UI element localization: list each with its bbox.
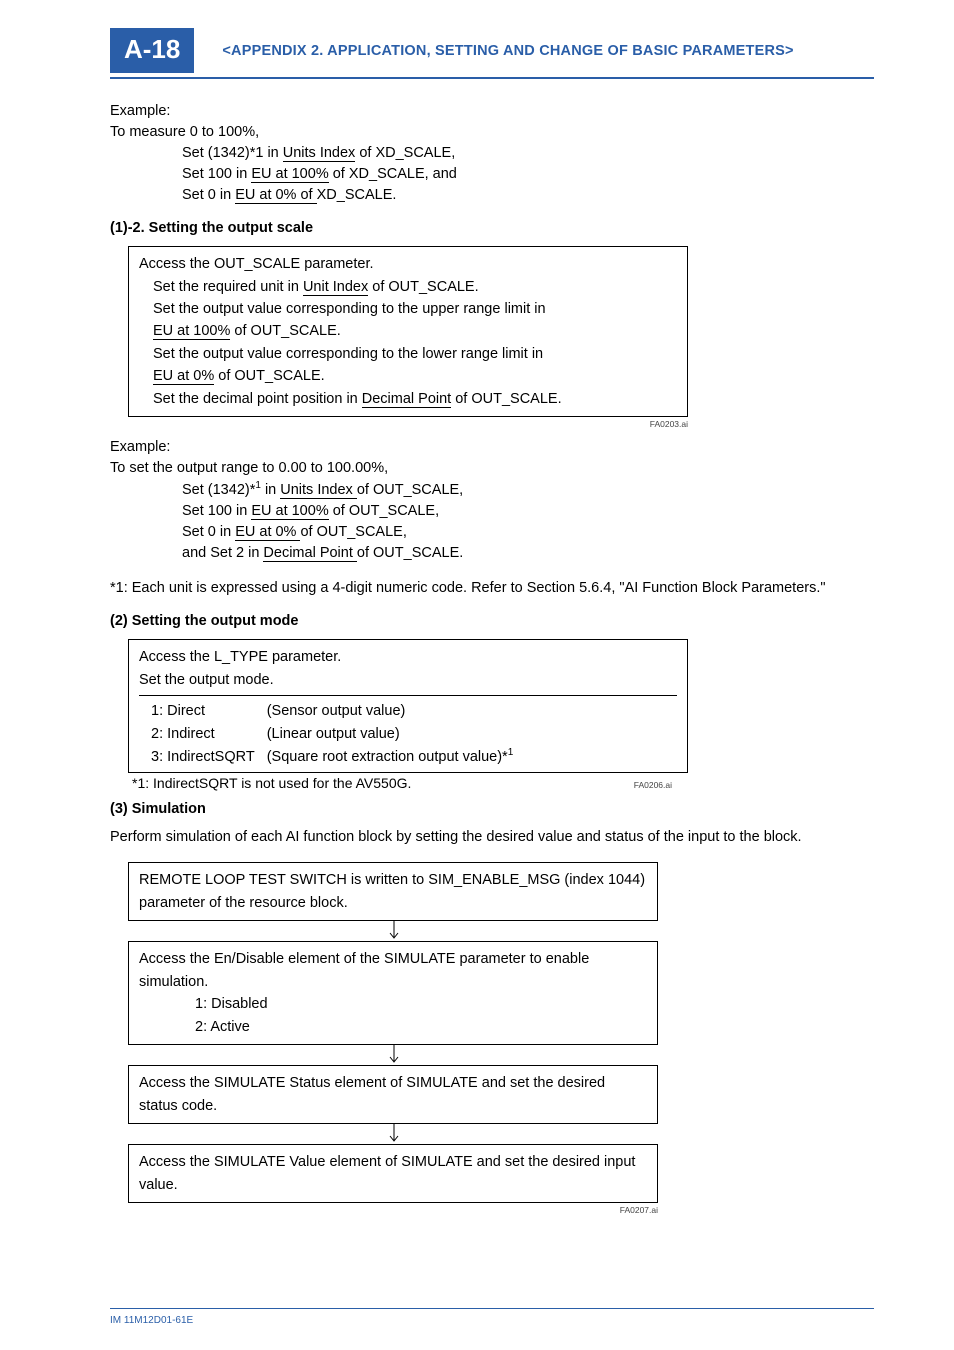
underlined-text: EU at 100%: [251, 503, 328, 520]
output-mode-box: Access the L_TYPE parameter. Set the out…: [128, 639, 688, 773]
flow-arrow: [128, 1047, 658, 1065]
figure-code: FA0206.ai: [634, 780, 672, 790]
mode-key: 1: Direct: [151, 700, 267, 722]
text-fragment: of OUT_SCALE,: [357, 482, 463, 498]
example-line: Set 100 in EU at 100% of XD_SCALE, and: [182, 164, 874, 185]
example-line: Set 0 in EU at 0% of OUT_SCALE,: [182, 522, 874, 543]
text-fragment: Set the decimal point position in: [153, 391, 362, 407]
box-line: Set the output value corresponding to th…: [153, 298, 677, 320]
box-line: 2: Active: [195, 1016, 647, 1038]
box-line: EU at 0% of OUT_SCALE.: [153, 365, 677, 387]
text-fragment: of OUT_SCALE.: [214, 368, 324, 384]
page-number-badge: A-18: [110, 28, 194, 73]
section-title-1-2: (1)-2. Setting the output scale: [110, 220, 874, 236]
table-row: 2: Indirect (Linear output value): [151, 723, 513, 745]
box-line: Access the En/Disable element of the SIM…: [139, 948, 647, 993]
example-line: Set (1342)*1 in Units Index of XD_SCALE,: [182, 143, 874, 164]
underlined-text: Unit Index: [303, 279, 368, 296]
text-fragment: Set 0 in: [182, 187, 235, 203]
example-line: Set (1342)*1 in Units Index of OUT_SCALE…: [182, 479, 874, 501]
underlined-text: Units Index: [283, 145, 356, 162]
superscript: 1: [508, 747, 514, 758]
box-line: Set the output mode.: [139, 669, 677, 696]
text-fragment: of OUT_SCALE.: [357, 545, 463, 561]
example-line: Set 0 in EU at 0% of XD_SCALE.: [182, 185, 874, 206]
header-title: <APPENDIX 2. APPLICATION, SETTING AND CH…: [222, 43, 793, 59]
sim-box-3: Access the SIMULATE Status element of SI…: [128, 1065, 658, 1124]
table-row: 3: IndirectSQRT (Square root extraction …: [151, 745, 513, 768]
box-line: Set the output value corresponding to th…: [153, 343, 677, 365]
mode-value: (Square root extraction output value)*1: [267, 745, 514, 768]
text-fragment: Set the required unit in: [153, 279, 303, 295]
sim-box-2: Access the En/Disable element of the SIM…: [128, 941, 658, 1045]
table-row: 1: Direct (Sensor output value): [151, 700, 513, 722]
example-2-block: Example: To set the output range to 0.00…: [110, 437, 874, 564]
example-label: Example:: [110, 437, 874, 458]
sim-box-4: Access the SIMULATE Value element of SIM…: [128, 1144, 658, 1203]
text-fragment: of XD_SCALE,: [355, 145, 455, 161]
mode-value: (Sensor output value): [267, 700, 514, 722]
text-fragment: (Square root extraction output value)*: [267, 749, 508, 765]
example-line: and Set 2 in Decimal Point of OUT_SCALE.: [182, 543, 874, 564]
text-fragment: Set 100 in: [182, 503, 251, 519]
footnote-1: *1: Each unit is expressed using a 4-dig…: [110, 578, 874, 599]
example-label: Example:: [110, 101, 874, 122]
simulation-intro: Perform simulation of each AI function b…: [110, 827, 874, 848]
text-fragment: and Set 2 in: [182, 545, 263, 561]
box-line: Set the required unit in Unit Index of O…: [153, 276, 677, 298]
text-fragment: of OUT_SCALE.: [230, 323, 340, 339]
text-fragment: Set 100 in: [182, 166, 251, 182]
underlined-text: EU at 0%: [235, 524, 300, 541]
text-fragment: of XD_SCALE, and: [329, 166, 457, 182]
section-title-3: (3) Simulation: [110, 801, 874, 817]
box-line: EU at 100% of OUT_SCALE.: [153, 320, 677, 342]
underlined-text: EU at 100%: [153, 323, 230, 340]
underlined-text: Units Index: [280, 482, 357, 499]
mode-key: 3: IndirectSQRT: [151, 745, 267, 768]
example-line: To set the output range to 0.00 to 100.0…: [110, 458, 874, 479]
box-line: Access the L_TYPE parameter.: [139, 646, 677, 668]
underlined-text: Decimal Point: [263, 545, 356, 562]
example-line: To measure 0 to 100%,: [110, 122, 874, 143]
text-fragment: XD_SCALE.: [317, 187, 397, 203]
text-fragment: Set (1342)*: [182, 482, 255, 498]
footer-doc-id: IM 11M12D01-61E: [110, 1308, 874, 1326]
text-fragment: of OUT_SCALE,: [300, 524, 406, 540]
text-fragment: in: [261, 482, 280, 498]
page-header: A-18 <APPENDIX 2. APPLICATION, SETTING A…: [110, 28, 874, 79]
underlined-text: Decimal Point: [362, 391, 451, 408]
text-fragment: of OUT_SCALE.: [451, 391, 561, 407]
text-fragment: of OUT_SCALE,: [329, 503, 439, 519]
text-fragment: Set 0 in: [182, 524, 235, 540]
flow-arrow: [128, 923, 658, 941]
text-fragment: Set (1342)*1 in: [182, 145, 283, 161]
arrow-down-icon: [388, 1124, 400, 1146]
arrow-down-icon: [388, 1045, 400, 1067]
arrow-down-icon: [388, 921, 400, 943]
box-line: Access the OUT_SCALE parameter.: [139, 253, 677, 275]
box-line: 1: Disabled: [195, 993, 647, 1015]
figure-code: FA0207.ai: [128, 1205, 658, 1215]
flow-arrow: [128, 1126, 658, 1144]
figure-code: FA0203.ai: [128, 419, 688, 429]
text-fragment: of OUT_SCALE.: [368, 279, 478, 295]
underlined-text: EU at 0%: [153, 368, 214, 385]
sim-box-1: REMOTE LOOP TEST SWITCH is written to SI…: [128, 862, 658, 921]
example-1-block: Example: To measure 0 to 100%, Set (1342…: [110, 101, 874, 206]
mode-value: (Linear output value): [267, 723, 514, 745]
mode-key: 2: Indirect: [151, 723, 267, 745]
underlined-text: EU at 100%: [251, 166, 328, 183]
footnote-2: *1: IndirectSQRT is not used for the AV5…: [132, 775, 411, 791]
section-title-2: (2) Setting the output mode: [110, 613, 874, 629]
underlined-text: EU at 0% of: [235, 187, 316, 204]
footnote-2-row: *1: IndirectSQRT is not used for the AV5…: [132, 775, 672, 791]
example-line: Set 100 in EU at 100% of OUT_SCALE,: [182, 501, 874, 522]
box-line: Set the decimal point position in Decima…: [153, 388, 677, 410]
out-scale-box: Access the OUT_SCALE parameter. Set the …: [128, 246, 688, 417]
mode-table: 1: Direct (Sensor output value) 2: Indir…: [151, 700, 513, 768]
